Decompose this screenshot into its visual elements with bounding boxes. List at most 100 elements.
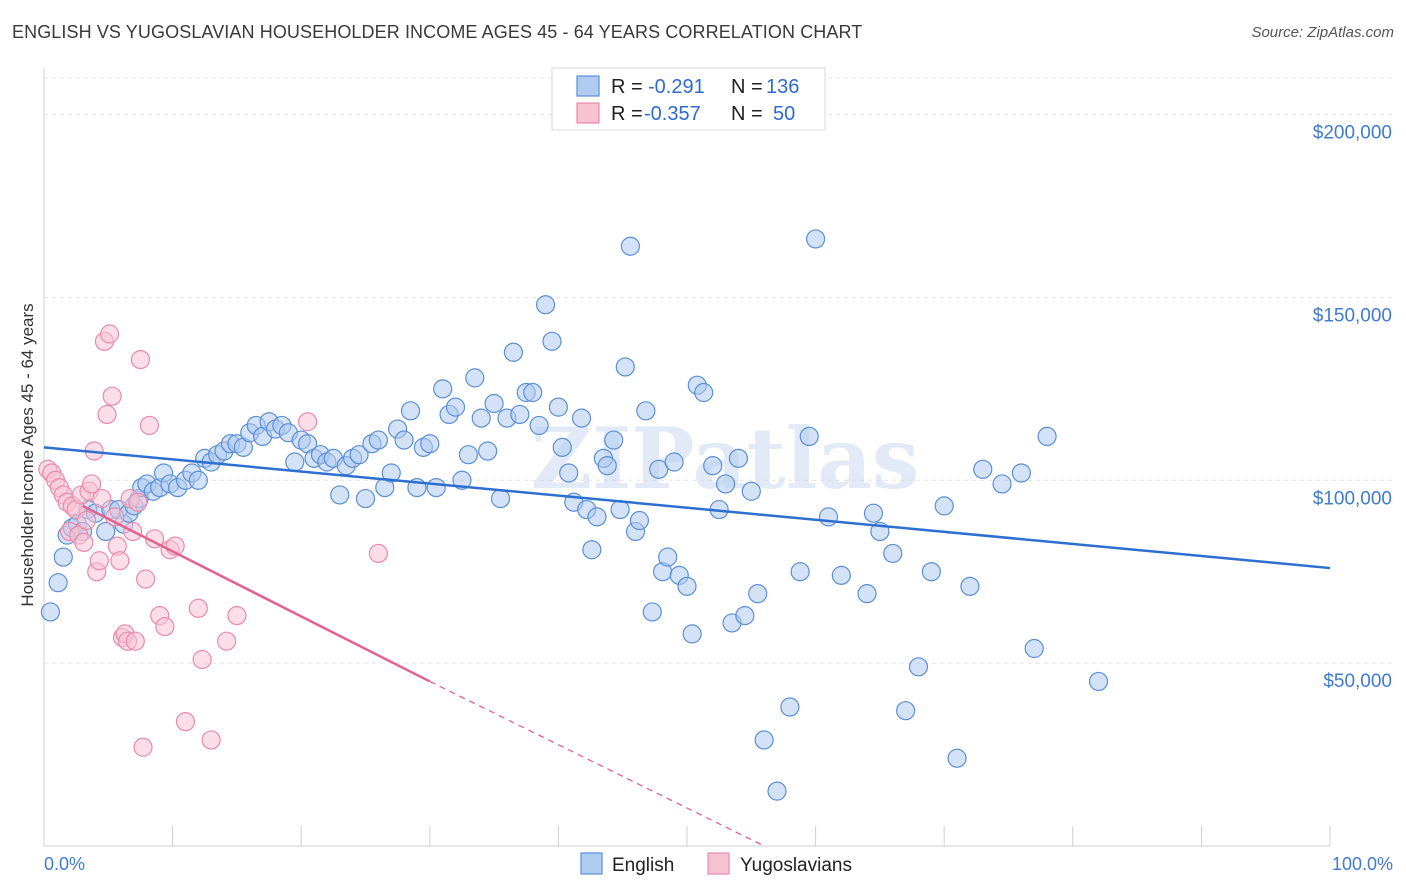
yugoslavian-data-point bbox=[97, 404, 117, 425]
yugoslavian-data-point bbox=[155, 616, 175, 637]
english-data-point bbox=[330, 485, 350, 505]
english-data-point bbox=[741, 481, 761, 501]
english-legend-swatch bbox=[576, 75, 600, 97]
english-data-point bbox=[510, 404, 530, 425]
english-data-point bbox=[615, 357, 635, 377]
english-data-point bbox=[597, 456, 617, 476]
yugoslavian-data-point bbox=[133, 737, 153, 757]
english-data-point bbox=[426, 478, 446, 498]
english-data-point bbox=[1024, 638, 1044, 659]
yugoslavian-data-point bbox=[139, 415, 160, 436]
english-data-point bbox=[394, 430, 414, 450]
english-data-point bbox=[465, 368, 485, 388]
x-tick-label-max: 100.0% bbox=[1332, 854, 1393, 874]
english-data-point bbox=[1088, 671, 1109, 692]
english-data-point bbox=[478, 441, 498, 461]
english-data-point bbox=[490, 488, 511, 509]
axes bbox=[43, 68, 1331, 847]
english-data-point bbox=[831, 565, 851, 585]
yugoslavian-series-swatch bbox=[707, 852, 730, 875]
english-data-point bbox=[535, 295, 556, 315]
english-data-point bbox=[934, 496, 954, 516]
source-label: Source: ZipAtlas.com bbox=[1251, 24, 1394, 41]
legend-r-value-2: -0.357 bbox=[644, 103, 701, 125]
english-data-point bbox=[552, 437, 572, 457]
english-data-point bbox=[818, 507, 839, 527]
yugoslavian-data-point bbox=[99, 324, 120, 344]
english-data-point bbox=[542, 331, 562, 351]
legend-r-label-1: R = bbox=[611, 76, 643, 98]
y-axis-label: Householder Income Ages 45 - 64 years bbox=[18, 303, 37, 606]
yugoslavian-data-point bbox=[130, 350, 151, 370]
english-data-point bbox=[921, 562, 941, 582]
english-data-point bbox=[620, 236, 641, 256]
english-data-point bbox=[799, 426, 819, 446]
yugoslavian-data-point bbox=[76, 510, 97, 531]
english-data-point bbox=[40, 602, 61, 622]
yugoslavian-data-point bbox=[89, 551, 109, 571]
english-data-point bbox=[53, 547, 73, 567]
yugoslavian-data-point bbox=[188, 598, 208, 618]
english-data-point bbox=[349, 445, 369, 465]
series-legend: English Yugoslavians bbox=[580, 852, 852, 876]
english-data-point bbox=[1011, 463, 1031, 483]
english-data-point bbox=[529, 415, 549, 436]
english-data-point bbox=[677, 576, 697, 596]
y-tick-label: $150,000 bbox=[1313, 305, 1392, 326]
yugoslavian-data-point bbox=[192, 649, 212, 670]
english-data-point bbox=[604, 430, 624, 450]
english-data-point bbox=[484, 393, 504, 414]
english-data-point bbox=[420, 434, 440, 454]
english-data-point bbox=[960, 576, 980, 596]
english-data-point bbox=[96, 521, 116, 542]
english-data-point bbox=[780, 697, 800, 717]
yugoslavian-data-point bbox=[92, 488, 112, 509]
english-data-point bbox=[1037, 426, 1057, 446]
english-data-point bbox=[188, 470, 208, 490]
english-series-label: English bbox=[612, 855, 674, 876]
x-tick-label-min: 0.0% bbox=[44, 854, 85, 874]
english-data-point bbox=[973, 459, 993, 479]
english-data-point bbox=[908, 657, 929, 677]
english-data-point bbox=[857, 584, 877, 604]
english-data-point bbox=[571, 408, 592, 428]
english-data-point bbox=[715, 474, 736, 494]
english-trend-line bbox=[43, 446, 1331, 570]
english-data-point bbox=[48, 573, 68, 593]
legend-n-label-2: N = bbox=[731, 103, 763, 125]
chart-title: ENGLISH VS YUGOSLAVIAN HOUSEHOLDER INCOM… bbox=[12, 22, 863, 42]
english-data-point bbox=[582, 540, 602, 560]
english-points bbox=[40, 229, 1109, 801]
english-data-point bbox=[883, 543, 903, 564]
yugoslavian-data-point bbox=[74, 532, 94, 553]
yugoslavian-data-point bbox=[110, 551, 130, 571]
english-data-point bbox=[642, 602, 662, 622]
english-data-point bbox=[433, 379, 453, 399]
yugoslavian-data-point bbox=[227, 605, 247, 626]
english-data-point bbox=[992, 474, 1012, 494]
english-data-point bbox=[805, 229, 826, 249]
english-series-swatch bbox=[580, 852, 603, 875]
english-data-point bbox=[629, 510, 650, 531]
legend-n-value-1: 136 bbox=[766, 76, 799, 98]
trend-lines bbox=[43, 446, 1331, 847]
x-tick-labels: 0.0% 100.0% bbox=[44, 854, 1393, 874]
english-data-point bbox=[863, 503, 884, 523]
yugoslavian-data-point bbox=[368, 543, 388, 564]
yugoslavian-points bbox=[38, 324, 388, 757]
english-data-point bbox=[790, 562, 810, 582]
yugoslavian-series-label: Yugoslavians bbox=[740, 855, 852, 876]
english-data-point bbox=[368, 430, 388, 450]
english-data-point bbox=[381, 463, 401, 483]
legend-r-value-1: -0.291 bbox=[648, 76, 705, 98]
english-data-point bbox=[658, 547, 678, 567]
legend-n-value-2: 50 bbox=[773, 103, 795, 125]
english-data-point bbox=[636, 401, 656, 421]
english-data-point bbox=[587, 507, 607, 527]
y-tick-label: $100,000 bbox=[1313, 488, 1392, 509]
english-data-point bbox=[452, 470, 472, 490]
english-data-point bbox=[682, 624, 702, 644]
legend-n-label-1: N = bbox=[731, 76, 763, 98]
y-tick-labels: $50,000 $100,000 $150,000 $200,000 bbox=[1313, 123, 1392, 693]
